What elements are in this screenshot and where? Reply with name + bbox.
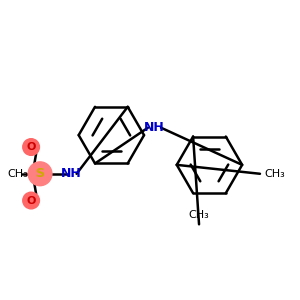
- Text: NH: NH: [144, 121, 165, 134]
- Text: NH: NH: [61, 167, 82, 180]
- Text: CH₃: CH₃: [189, 210, 209, 220]
- Text: O: O: [26, 196, 36, 206]
- Circle shape: [23, 139, 39, 155]
- Circle shape: [23, 192, 39, 209]
- Text: S: S: [35, 167, 44, 180]
- Text: O: O: [26, 142, 36, 152]
- Text: CH₃: CH₃: [264, 169, 285, 179]
- Text: CH₃: CH₃: [8, 169, 28, 179]
- Circle shape: [28, 162, 52, 186]
